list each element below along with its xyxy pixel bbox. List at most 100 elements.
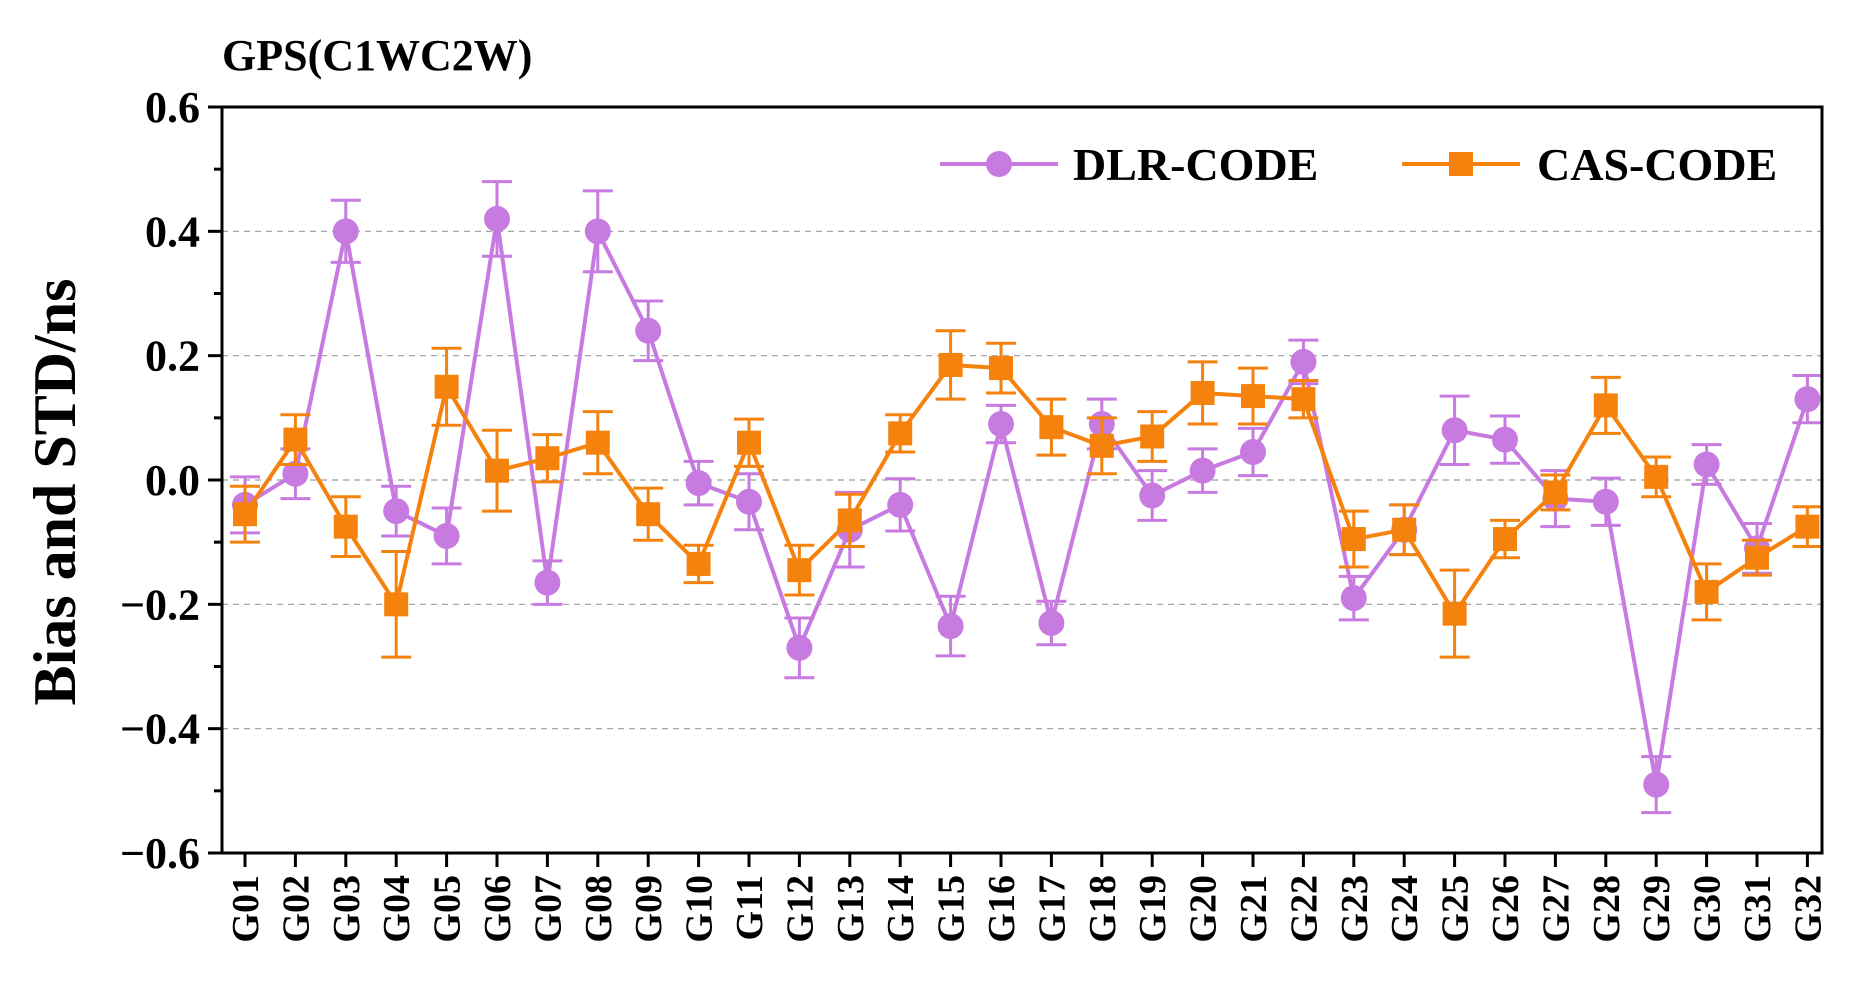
data-point [1795, 514, 1820, 539]
data-point [1442, 601, 1467, 626]
data-point [988, 411, 1014, 438]
data-point [383, 498, 410, 525]
data-point [485, 458, 509, 483]
x-tick-label: G15 [931, 875, 973, 943]
data-point [887, 491, 914, 518]
data-point [787, 558, 812, 583]
x-tick-label: G28 [1586, 875, 1628, 943]
data-point [1592, 488, 1619, 515]
x-tick-label: G05 [427, 875, 469, 943]
data-point [332, 218, 359, 245]
data-point [585, 430, 610, 455]
y-tick-label: 0.0 [145, 456, 200, 505]
data-point [736, 488, 762, 515]
data-point [484, 205, 510, 232]
x-tick-label: G16 [981, 875, 1023, 943]
y-tick-label: 0.6 [145, 83, 200, 132]
data-point [1493, 527, 1517, 552]
x-tick-label: G03 [326, 875, 368, 943]
data-point [1039, 415, 1064, 440]
data-point [1593, 393, 1618, 418]
data-point [1189, 457, 1216, 484]
data-point [1392, 517, 1417, 542]
legend-marker [986, 151, 1012, 177]
y-tick-label: 0.2 [145, 332, 200, 381]
x-tick-label: G29 [1636, 875, 1678, 943]
chart-subtitle: GPS(C1WC2W) [222, 31, 532, 80]
data-point [635, 317, 662, 344]
data-point [1139, 482, 1166, 509]
y-tick-label: 0.4 [145, 207, 200, 256]
y-axis-ticks: −0.6 −0.4 −0.2 0.0 0.2 0.4 0.6 [120, 83, 222, 878]
data-point [1745, 545, 1769, 570]
plot-frame [220, 105, 1824, 855]
data-point [584, 218, 611, 245]
x-tick-label: G07 [527, 875, 569, 943]
x-tick-label: G23 [1334, 875, 1376, 943]
x-tick-label: G21 [1233, 875, 1275, 943]
x-axis-ticks: G01 G02 G03 G04 G05 G06 G07 G08 G09 G10 G11 G12 G13 G… [225, 853, 1829, 943]
data-point [888, 421, 913, 446]
data-point [1340, 585, 1367, 612]
data-point [1693, 451, 1720, 478]
x-tick-label: G12 [779, 875, 821, 943]
data-point [1341, 527, 1366, 552]
x-tick-label: G25 [1435, 875, 1477, 943]
x-tick-label: G19 [1132, 875, 1174, 943]
x-tick-label: G13 [830, 875, 872, 943]
data-point [534, 569, 561, 596]
gridlines [222, 230, 1822, 730]
data-point [1290, 348, 1317, 375]
data-point [434, 374, 459, 399]
legend: DLR-CODE CAS-CODE [940, 139, 1777, 190]
x-tick-label: G27 [1535, 875, 1577, 943]
x-tick-label: G08 [578, 875, 620, 943]
x-tick-label: G22 [1283, 875, 1325, 943]
legend-label: DLR-CODE [1073, 139, 1318, 190]
data-point [786, 634, 813, 661]
legend-item-dlr-code: DLR-CODE [940, 139, 1318, 190]
data-point [283, 427, 308, 452]
x-tick-label: G26 [1485, 875, 1527, 943]
series-layer [230, 180, 1823, 815]
data-point [1492, 426, 1518, 453]
data-point [433, 522, 460, 549]
data-point [1543, 480, 1568, 505]
y-tick-label: −0.4 [120, 705, 200, 754]
legend-marker [1449, 152, 1473, 176]
data-point [535, 446, 560, 471]
x-tick-label: G02 [275, 875, 317, 943]
y-tick-label: −0.6 [120, 829, 200, 878]
data-point [384, 592, 409, 617]
data-point [938, 352, 963, 377]
data-point [1794, 386, 1821, 413]
x-tick-label: G04 [376, 875, 418, 943]
x-tick-label: G06 [477, 875, 519, 943]
x-tick-label: G32 [1787, 875, 1829, 943]
x-tick-label: G01 [225, 875, 267, 943]
data-point [1643, 771, 1670, 798]
data-point [1694, 579, 1719, 604]
y-axis-label: Bias and STD/ns [22, 279, 88, 706]
x-tick-label: G30 [1687, 875, 1729, 943]
data-point [1190, 380, 1215, 405]
data-point [837, 508, 862, 533]
x-tick-label: G20 [1183, 875, 1225, 943]
x-tick-label: G24 [1384, 875, 1426, 943]
data-point [1441, 417, 1468, 444]
data-point [1241, 384, 1265, 409]
series-line [243, 362, 1809, 616]
data-point [1240, 439, 1266, 466]
data-point [282, 460, 309, 487]
data-point [1038, 609, 1065, 636]
data-point [737, 430, 761, 455]
series-dlr-code [230, 180, 1823, 815]
x-tick-label: G11 [729, 875, 771, 940]
data-point [636, 502, 661, 527]
data-point [1644, 464, 1669, 489]
legend-item-cas-code: CAS-CODE [1402, 139, 1777, 190]
data-point [1089, 433, 1114, 458]
legend-label: CAS-CODE [1537, 139, 1777, 190]
